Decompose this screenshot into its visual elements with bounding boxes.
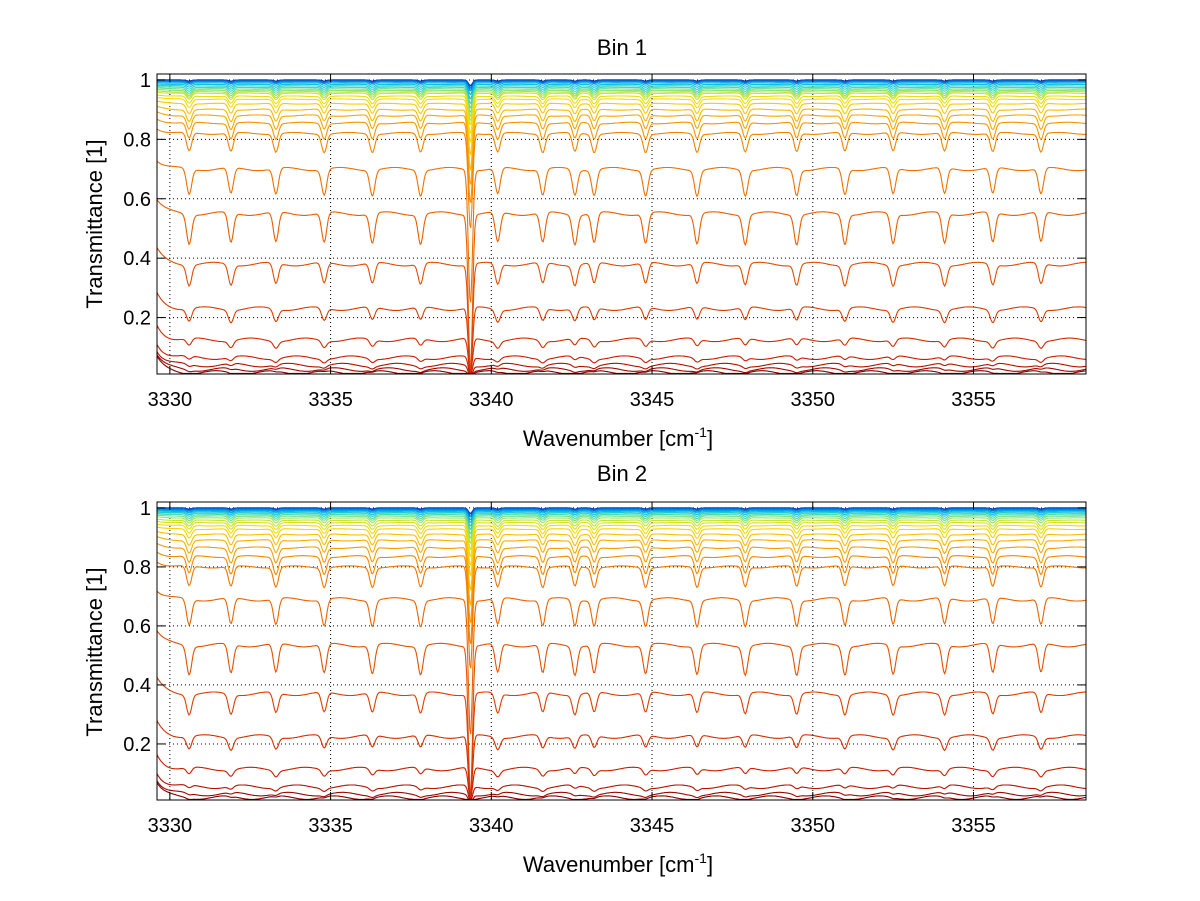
series-line: [157, 82, 1086, 96]
x-axis-label: Wavenumber [cm-1]: [523, 850, 713, 877]
x-tick-label: 3340: [469, 389, 514, 411]
series-line: [157, 86, 1086, 109]
series-line: [157, 516, 1086, 545]
series-line: [157, 105, 1086, 172]
series-line: [157, 509, 1086, 521]
x-axis-label-end: ]: [707, 852, 713, 877]
series-line: [157, 530, 1086, 592]
y-tick-label: 0.4: [123, 248, 151, 270]
series-line: [157, 247, 1086, 371]
series-line: [157, 96, 1086, 144]
x-axis-label-end: ]: [707, 426, 713, 451]
x-tick-label: 3330: [148, 389, 193, 411]
series-line: [157, 526, 1086, 577]
chart-title: Bin 2: [597, 461, 647, 486]
x-tick-label: 3350: [791, 389, 836, 411]
series-line: [157, 512, 1086, 531]
series-line: [157, 520, 1086, 558]
x-axis-label-sup: -1: [695, 424, 708, 440]
series-line: [157, 523, 1086, 567]
x-tick-label: 3335: [308, 389, 353, 411]
series-line: [157, 91, 1086, 126]
y-tick-label: 1: [140, 70, 151, 92]
series-line: [157, 518, 1086, 551]
y-tick-label: 0.4: [123, 675, 151, 697]
series-line: [157, 351, 1086, 374]
x-tick-label: 3345: [630, 389, 675, 411]
chart-title: Bin 1: [597, 35, 647, 60]
chart-bin-1: Bin 1 Transmittance [1] Wavenumber [cm-1…: [82, 35, 1087, 451]
series-line: [157, 507, 1086, 515]
series-line: [157, 513, 1086, 535]
x-tick-label: 3340: [469, 815, 514, 837]
series-line: [157, 773, 1086, 800]
series-line: [157, 514, 1086, 540]
x-axis-label-sup: -1: [695, 850, 708, 866]
y-tick-label: 0.6: [123, 616, 151, 638]
series-line: [157, 111, 1086, 185]
series-line: [157, 292, 1086, 374]
series-line: [157, 630, 1086, 795]
series-line: [157, 118, 1086, 203]
series-line: [157, 325, 1086, 374]
x-tick-label: 3355: [951, 815, 996, 837]
chart-bin-2: Bin 2 Transmittance [1] Wavenumber [cm-1…: [82, 461, 1087, 877]
x-axis-label-main: Wavenumber [cm: [523, 852, 695, 877]
series-line: [157, 100, 1086, 156]
series-line: [157, 508, 1086, 518]
series-line: [157, 90, 1086, 122]
y-tick-label: 1: [140, 498, 151, 520]
series-line: [157, 535, 1086, 607]
series-line: [157, 94, 1086, 135]
series-group: [157, 507, 1086, 800]
series-line: [157, 720, 1086, 800]
grid: [157, 502, 1086, 800]
x-axis-label: Wavenumber [cm-1]: [523, 424, 713, 451]
series-line: [157, 160, 1086, 303]
y-tick-label: 0.2: [123, 308, 151, 330]
series-line: [157, 511, 1086, 527]
series-line: [157, 80, 1086, 90]
x-tick-label: 3355: [951, 389, 996, 411]
axes-box: [156, 501, 1087, 801]
series-line: [157, 510, 1086, 524]
y-axis-label: Transmittance [1]: [82, 139, 107, 308]
series-line: [157, 84, 1086, 105]
x-tick-label: 3335: [308, 815, 353, 837]
series-line: [157, 79, 1086, 87]
x-tick-label: 3345: [630, 815, 675, 837]
series-line: [157, 79, 1086, 88]
x-tick-label: 3350: [791, 815, 836, 837]
series-line: [157, 199, 1086, 369]
series-line: [157, 354, 1086, 374]
series-line: [157, 780, 1086, 800]
series-line: [157, 80, 1086, 92]
series-line: [157, 507, 1086, 516]
series-group: [157, 79, 1086, 374]
series-line: [157, 677, 1086, 797]
y-tick-label: 0.2: [123, 734, 151, 756]
x-axis-label-main: Wavenumber [cm: [523, 426, 695, 451]
series-line: [157, 561, 1086, 669]
axes-box: [156, 73, 1087, 375]
y-tick-label: 0.8: [123, 129, 151, 151]
series-line: [157, 754, 1086, 800]
y-tick-label: 0.6: [123, 189, 151, 211]
y-axis-label: Transmittance [1]: [82, 567, 107, 736]
series-line: [157, 344, 1086, 374]
series-line: [157, 551, 1086, 645]
series-line: [157, 782, 1086, 800]
y-tick-label: 0.8: [123, 557, 151, 579]
series-line: [157, 590, 1086, 735]
x-tick-label: 3330: [148, 815, 193, 837]
series-line: [157, 542, 1086, 623]
series-line: [157, 83, 1086, 100]
series-line: [157, 87, 1086, 114]
series-line: [157, 355, 1086, 374]
series-line: [157, 128, 1086, 229]
series-line: [157, 88, 1086, 118]
